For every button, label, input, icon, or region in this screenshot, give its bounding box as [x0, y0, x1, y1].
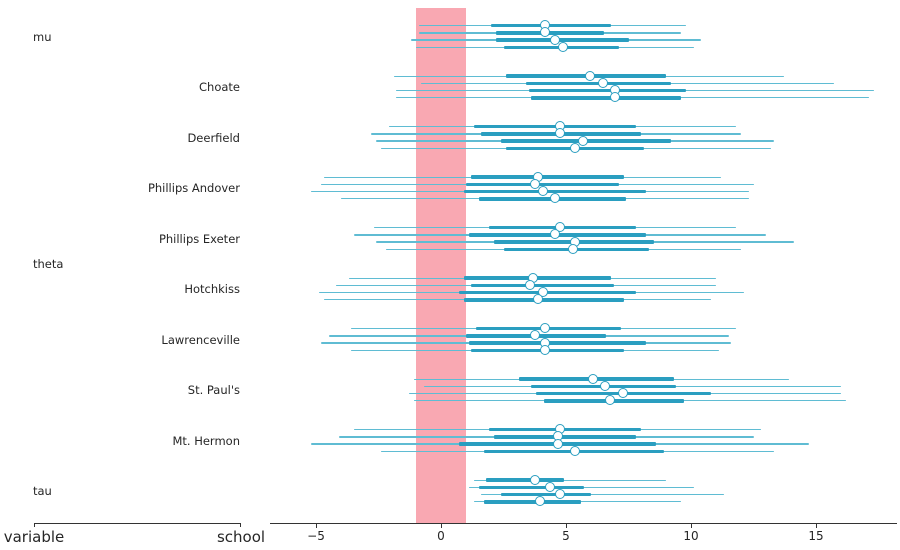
median-marker — [540, 344, 551, 355]
row-label-variable: tau — [33, 484, 52, 498]
quartile-interval-line — [483, 500, 581, 504]
credible-interval-line — [481, 493, 724, 496]
bracket-tick-right — [240, 523, 242, 527]
x-axis-tick-label: 0 — [437, 529, 445, 543]
median-marker — [535, 496, 546, 507]
quartile-interval-line — [486, 478, 564, 482]
x-axis-tick — [690, 524, 692, 528]
x-axis-tick — [815, 524, 817, 528]
median-marker — [570, 445, 581, 456]
quartile-interval-line — [531, 96, 681, 100]
median-marker — [550, 229, 561, 240]
row-label-school: St. Paul's — [187, 383, 240, 397]
median-marker — [545, 481, 556, 492]
x-axis-tick-label: 10 — [683, 529, 699, 543]
median-marker — [537, 186, 548, 196]
median-marker — [550, 34, 561, 45]
quartile-interval-line — [463, 189, 646, 194]
median-marker — [570, 142, 581, 153]
row-label-variable: mu — [33, 29, 52, 44]
quartile-interval-line — [501, 492, 591, 497]
x-axis-spine — [270, 523, 897, 525]
median-marker — [605, 395, 616, 406]
row-label-school: Mt. Hermon — [172, 433, 240, 448]
bracket-tick-left — [34, 523, 36, 527]
quartile-interval-line — [478, 485, 584, 490]
row-label-school: Deerfield — [187, 130, 240, 145]
quartile-interval-line — [496, 38, 629, 42]
median-marker — [540, 27, 551, 38]
median-marker — [555, 489, 566, 499]
median-marker — [585, 70, 596, 81]
label-area-bracket — [34, 523, 241, 525]
quartile-interval-line — [471, 175, 624, 179]
median-marker — [530, 474, 541, 485]
row-label-school: Lawrenceville — [161, 332, 240, 347]
school-axis-label: school — [216, 528, 266, 546]
quartile-interval-line — [466, 182, 619, 187]
median-marker — [610, 92, 621, 103]
quartile-interval-line — [468, 341, 646, 345]
row-label-variable: theta — [33, 256, 64, 271]
quartile-interval-line — [463, 298, 624, 302]
x-axis-tick — [565, 524, 567, 528]
median-marker — [577, 135, 588, 146]
variable-axis-label: variable — [3, 528, 65, 546]
median-marker — [597, 77, 608, 88]
credible-interval-line — [473, 479, 666, 481]
median-marker — [540, 323, 551, 334]
median-marker — [567, 243, 578, 254]
median-marker — [532, 294, 543, 305]
row-label-school: Phillips Andover — [147, 181, 240, 195]
median-marker — [557, 41, 568, 52]
quartile-interval-line — [471, 283, 614, 288]
row-label-school: Hotchkiss — [184, 282, 240, 296]
median-marker — [600, 380, 611, 391]
x-axis-tick-label: 5 — [562, 529, 570, 543]
x-axis-tick — [440, 524, 442, 528]
quartile-interval-line — [491, 23, 611, 28]
median-marker — [537, 287, 548, 297]
median-marker — [530, 330, 541, 341]
median-marker — [525, 279, 536, 290]
quartile-interval-line — [473, 124, 636, 129]
x-axis-tick — [315, 524, 317, 528]
x-axis-tick-label: 15 — [808, 529, 824, 543]
median-marker — [587, 373, 598, 384]
quartile-interval-line — [493, 435, 636, 439]
median-marker — [555, 128, 566, 139]
row-label-school: Phillips Exeter — [158, 231, 240, 246]
median-marker — [555, 222, 566, 233]
median-marker — [552, 438, 563, 449]
median-marker — [617, 388, 628, 398]
row-label-school: Choate — [199, 80, 240, 94]
median-marker — [550, 193, 561, 204]
quartile-interval-line — [528, 88, 686, 93]
median-marker — [530, 178, 541, 189]
x-axis-tick-label: −5 — [307, 529, 325, 543]
